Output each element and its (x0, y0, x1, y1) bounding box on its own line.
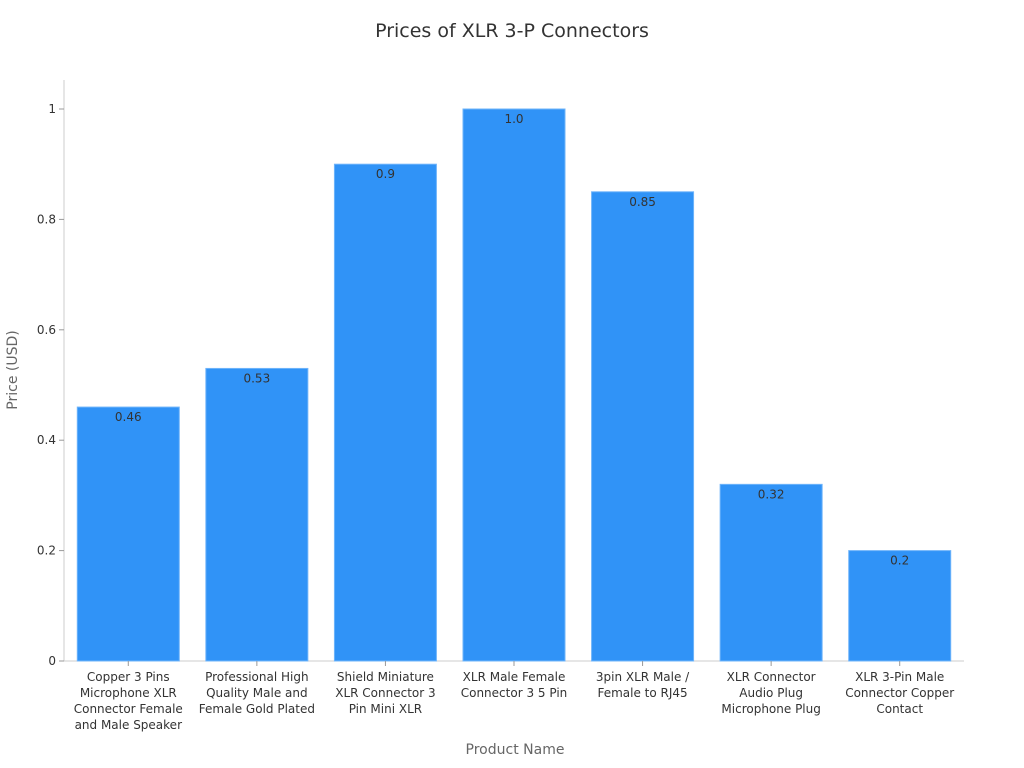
bar (719, 483, 823, 662)
x-tick-label: Shield Miniature XLR Connector 3 Pin Min… (335, 670, 436, 716)
bar (333, 163, 437, 662)
bar (205, 367, 309, 662)
x-tick-label: 3pin XLR Male / Female to RJ45 (595, 670, 690, 700)
bar (76, 406, 180, 662)
chart-title: Prices of XLR 3-P Connectors (375, 20, 649, 42)
x-tick-label: XLR Male Female Connector 3 5 Pin (460, 670, 568, 700)
data-label: 0.46 (115, 410, 142, 424)
y-tick-label: 0 (48, 654, 56, 668)
x-tick-label: Copper 3 Pins Microphone XLR Connector F… (73, 670, 183, 732)
y-tick-label: 0.6 (37, 323, 56, 337)
data-label: 0.53 (243, 371, 270, 385)
data-label: 0.32 (758, 487, 785, 501)
bar (462, 108, 566, 662)
x-axis-label: Product Name (465, 742, 565, 758)
bar (848, 550, 952, 662)
y-tick-label: 0.8 (37, 212, 56, 226)
y-axis-label: Price (USD) (5, 330, 21, 409)
data-label: 0.9 (376, 167, 395, 181)
y-tick-label: 1 (48, 102, 56, 116)
data-label: 1.0 (504, 112, 523, 126)
y-tick-label: 0.2 (37, 544, 56, 558)
data-label: 0.2 (890, 554, 909, 568)
data-label: 0.85 (629, 195, 656, 209)
y-tick-label: 0.4 (37, 433, 56, 447)
bar (591, 191, 695, 662)
x-tick-label: XLR 3-Pin Male Connector Copper Contact (845, 670, 955, 716)
x-tick-label: XLR Connector Audio Plug Microphone Plug (721, 670, 821, 716)
x-tick-label: Professional High Quality Male and Femal… (198, 670, 315, 716)
